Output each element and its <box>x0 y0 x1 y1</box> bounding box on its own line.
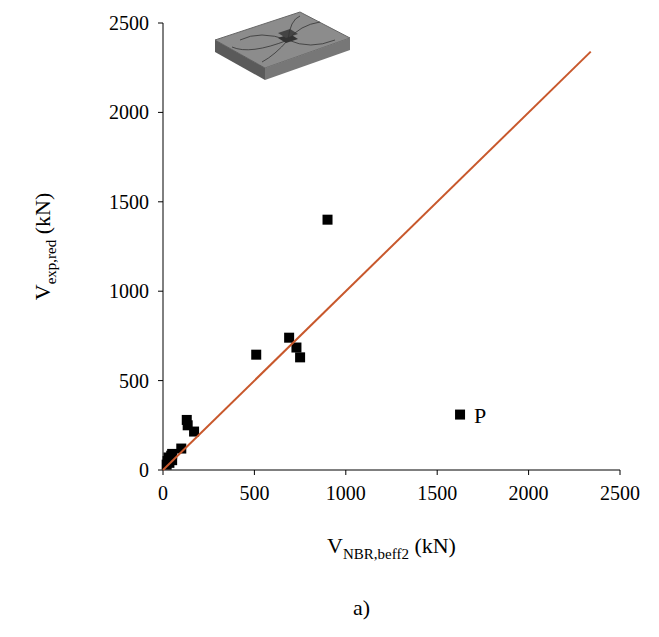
x-tick <box>437 470 438 475</box>
column <box>278 29 298 38</box>
cracks <box>232 16 335 62</box>
y-tick <box>158 380 163 381</box>
data-point <box>284 333 294 343</box>
x-tick-label: 1000 <box>326 482 366 504</box>
x-tick <box>345 470 346 475</box>
x-axis-title-main: V <box>327 533 343 558</box>
chart: 0 500 1000 1500 2000 2500 0 500 1000 1500 2000 2500… <box>0 0 659 637</box>
y-tick <box>158 23 163 24</box>
y-axis-title-sub: exp,red <box>43 239 59 284</box>
y-tick-label: 2500 <box>109 12 149 34</box>
x-tick <box>528 470 529 475</box>
y-axis-title-main: V <box>30 284 55 300</box>
data-point <box>251 350 261 360</box>
slab-side <box>265 38 350 80</box>
data-point <box>323 215 333 225</box>
y-axis-title: Vexp,red (kN) <box>30 193 59 301</box>
y-tick <box>158 201 163 202</box>
y-tick <box>158 112 163 113</box>
y-tick-label: 1500 <box>109 191 149 213</box>
x-tick-label: 2000 <box>509 482 549 504</box>
annotation: P <box>474 403 486 428</box>
x-axis-title-unit: (kN) <box>409 533 456 558</box>
y-tick-label: 0 <box>139 459 149 481</box>
x-axis-title-sub: NBR,beff2 <box>343 546 409 562</box>
y-tick-label: 2000 <box>109 101 149 123</box>
y-axis <box>163 23 164 470</box>
x-tick-label: 1500 <box>417 482 457 504</box>
slab-side <box>215 40 265 80</box>
slab-icon <box>215 12 350 80</box>
y-axis-title-unit: (kN) <box>30 193 55 240</box>
x-tick <box>254 470 255 475</box>
x-tick-label: 500 <box>239 482 269 504</box>
y-tick-label: 1000 <box>109 280 149 302</box>
caption: a) <box>353 595 370 620</box>
y-tick <box>158 470 163 471</box>
x-tick <box>163 470 164 475</box>
data-point <box>455 410 465 420</box>
data-point <box>295 352 305 362</box>
x-tick <box>620 470 621 475</box>
y-tick-label: 500 <box>119 370 149 392</box>
plot-area <box>162 52 591 470</box>
y-tick <box>158 291 163 292</box>
x-axis <box>163 470 620 471</box>
x-tick-label: 0 <box>158 482 168 504</box>
x-axis-title: VNBR,beff2 (kN) <box>327 533 456 562</box>
x-tick-label: 2500 <box>600 482 640 504</box>
reference-line <box>163 52 591 470</box>
